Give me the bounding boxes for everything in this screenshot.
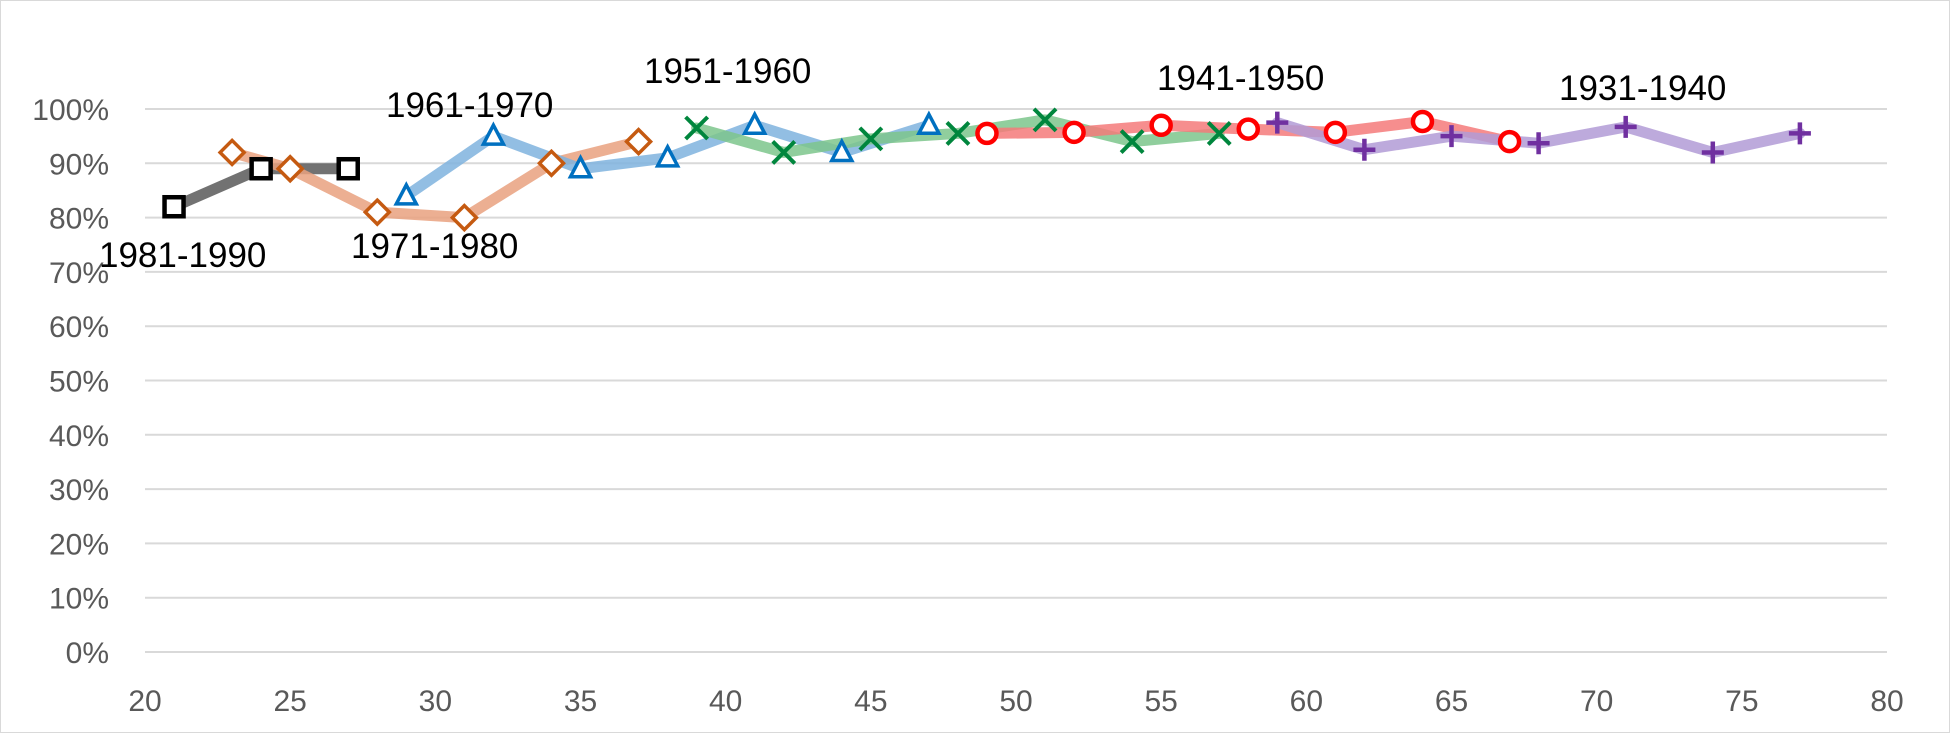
x-tick-label: 65 (1435, 685, 1468, 718)
y-tick-label: 60% (49, 311, 109, 344)
series-label-1951-1960: 1951-1960 (644, 52, 811, 91)
data-point-1971-1980 (624, 127, 654, 157)
x-tick-label: 45 (854, 685, 887, 718)
x-tick-label: 70 (1580, 685, 1613, 718)
data-point-1971-1980 (217, 137, 247, 167)
data-point-1981-1990 (249, 156, 273, 181)
data-point-1931-1940 (1527, 132, 1550, 155)
data-point-1971-1980 (275, 154, 305, 184)
data-point-1941-1950 (1149, 113, 1173, 138)
data-point-1941-1950 (1062, 120, 1086, 145)
x-tick-label: 25 (273, 685, 306, 718)
x-tick-label: 40 (709, 685, 742, 718)
data-point-1951-1960 (945, 121, 971, 146)
data-point-1941-1950 (975, 121, 999, 146)
x-tick-label: 55 (1144, 685, 1177, 718)
y-tick-label: 100% (32, 94, 109, 127)
y-tick-label: 40% (49, 420, 109, 453)
data-point-1961-1970 (916, 110, 942, 136)
gridlines: 0% 10% 20% 30% 40% 50% 60% 70% 80% 90% 100% (32, 94, 1887, 670)
data-point-1951-1960 (1032, 107, 1058, 133)
x-tick-label: 80 (1870, 685, 1903, 718)
y-tick-label: 90% (49, 148, 109, 181)
y-tick-label: 80% (49, 203, 109, 236)
data-point-1961-1970 (654, 143, 681, 168)
data-point-1951-1960 (1206, 121, 1232, 146)
data-point-1971-1980 (449, 203, 479, 233)
data-point-1951-1960 (858, 126, 884, 152)
data-point-1941-1950 (1497, 129, 1522, 154)
data-point-1931-1940 (1353, 138, 1376, 161)
x-tick-label: 30 (419, 685, 452, 718)
data-point-1981-1990 (162, 194, 186, 219)
data-point-1971-1980 (536, 148, 566, 178)
data-point-1951-1960 (771, 140, 797, 165)
x-tick-label: 50 (999, 685, 1032, 718)
data-point-1961-1970 (480, 121, 507, 146)
y-tick-label: 0% (66, 637, 109, 670)
data-point-1961-1970 (828, 137, 855, 163)
data-point-1981-1990 (336, 156, 360, 181)
data-point-1941-1950 (1323, 120, 1348, 145)
y-tick-label: 50% (49, 366, 109, 399)
series-label-1981-1990: 1981-1990 (99, 236, 266, 275)
y-tick-label: 20% (49, 528, 109, 561)
data-point-1961-1970 (567, 153, 594, 179)
data-point-1951-1960 (1119, 129, 1145, 154)
series-label-1961-1970: 1961-1970 (386, 86, 553, 125)
series-label-1931-1940: 1931-1940 (1559, 69, 1726, 108)
x-tick-label: 20 (128, 685, 161, 718)
data-point-1961-1970 (741, 110, 768, 136)
x-tick-label: 75 (1725, 685, 1758, 718)
y-tick-label: 10% (49, 583, 109, 616)
data-point-1971-1980 (362, 197, 392, 227)
x-tick-label: 35 (564, 685, 597, 718)
data-point-1951-1960 (684, 115, 710, 141)
y-tick-label: 30% (49, 474, 109, 507)
data-point-1941-1950 (1410, 109, 1435, 134)
data-point-1931-1940 (1266, 111, 1289, 134)
data-point-1961-1970 (393, 181, 420, 206)
data-point-1931-1940 (1788, 122, 1811, 145)
y-tick-label: 70% (49, 257, 109, 290)
data-point-1931-1940 (1701, 141, 1724, 164)
x-tick-label: 60 (1290, 685, 1323, 718)
series-label-1971-1980: 1971-1980 (351, 227, 518, 266)
data-point-1931-1940 (1614, 115, 1637, 138)
data-point-1941-1950 (1236, 117, 1261, 141)
data-point-1931-1940 (1440, 125, 1463, 148)
series-label-1941-1950: 1941-1950 (1157, 59, 1324, 98)
